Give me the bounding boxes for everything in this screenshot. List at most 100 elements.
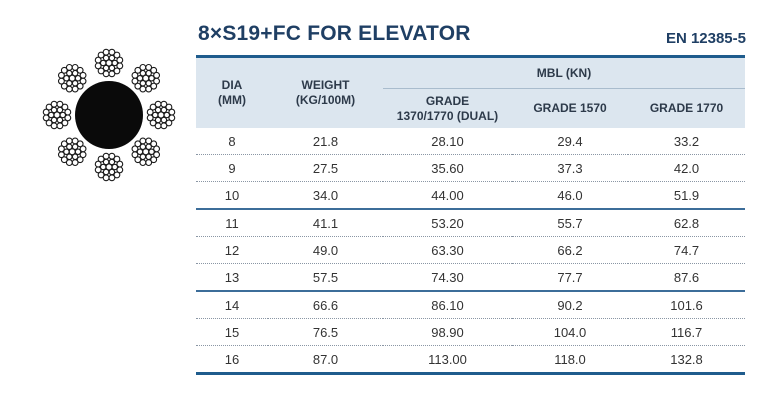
cell-weight: 34.0 (268, 181, 383, 210)
strand (131, 63, 161, 93)
rope-strands (42, 48, 176, 182)
wire (65, 63, 73, 71)
wire (45, 103, 53, 111)
wire (134, 140, 142, 148)
wire (102, 48, 110, 56)
wire (65, 85, 73, 93)
wire (116, 160, 124, 168)
spec-table: DIA (MM) WEIGHT (KG/100M) MBL (KN) GRADE… (196, 58, 746, 375)
wire (61, 103, 69, 111)
col-header-weight: WEIGHT (KG/100M) (268, 58, 383, 128)
wire (102, 174, 110, 182)
wire (97, 51, 105, 59)
wire (150, 156, 158, 164)
cell-grade-1570: 104.0 (512, 318, 628, 346)
wire (153, 145, 161, 153)
wire (56, 122, 64, 130)
wire (145, 137, 153, 145)
wire (136, 148, 144, 156)
wire (154, 100, 162, 108)
standard-label: EN 12385-5 (665, 30, 746, 47)
wire (145, 85, 153, 93)
table-row: 11 41.1 53.20 55.7 62.8 (196, 209, 746, 237)
cell-grade-1570: 66.2 (512, 236, 628, 264)
wire (45, 119, 53, 127)
cell-grade-1570: 90.2 (512, 291, 628, 319)
cell-grade-1770: 74.7 (628, 236, 746, 264)
wire (63, 148, 70, 156)
wire (99, 163, 107, 171)
cell-grade-1770: 101.6 (628, 291, 746, 319)
cell-grade-1770: 116.7 (628, 318, 746, 346)
table-row: 12 49.0 63.30 66.2 74.7 (196, 236, 746, 264)
col-header-grade-dual: GRADE 1370/1770 (DUAL) (383, 88, 512, 128)
wire (148, 74, 155, 82)
wire (139, 63, 147, 71)
cell-dia: 16 (196, 345, 268, 375)
col-header-grade-1570: GRADE 1570 (512, 88, 628, 128)
wire (94, 62, 102, 70)
wire (154, 122, 162, 130)
table-top-rule (196, 55, 745, 58)
wire (150, 82, 158, 90)
wire (131, 151, 139, 159)
cell-grade-1570: 29.4 (512, 128, 628, 155)
wire (97, 155, 105, 163)
table-row: 10 34.0 44.00 46.0 51.9 (196, 181, 746, 210)
cell-weight: 76.5 (268, 318, 383, 346)
wire (76, 140, 84, 148)
cell-weight: 49.0 (268, 236, 383, 264)
wire (149, 119, 157, 127)
wire (116, 56, 124, 64)
cell-grade-1570: 118.0 (512, 345, 628, 375)
wire (59, 111, 67, 119)
wire (74, 74, 82, 82)
strand (57, 137, 87, 167)
wire (94, 56, 102, 64)
table-row: 15 76.5 98.90 104.0 116.7 (196, 318, 746, 346)
wire (60, 156, 68, 164)
cell-grade-dual: 86.10 (383, 291, 512, 319)
cell-dia: 13 (196, 263, 268, 292)
wire (151, 111, 159, 119)
wire (74, 148, 82, 156)
cell-weight: 21.8 (268, 128, 383, 155)
wire (134, 156, 142, 164)
cell-grade-1770: 132.8 (628, 345, 746, 375)
cell-grade-dual: 53.20 (383, 209, 512, 237)
wire-rope-cross-section-icon (42, 48, 176, 182)
wire (134, 82, 142, 90)
wire (102, 70, 110, 78)
wire (64, 108, 72, 116)
wire (113, 155, 121, 163)
wire (47, 111, 55, 119)
wire (42, 114, 50, 122)
wire (56, 100, 64, 108)
page-title: 8×S19+FC FOR ELEVATOR (198, 22, 471, 45)
wire (111, 59, 119, 67)
wire (65, 137, 73, 145)
wire (57, 77, 65, 85)
strand (42, 100, 72, 130)
cell-dia: 10 (196, 181, 268, 210)
wire (99, 59, 107, 67)
strand (57, 63, 87, 93)
wire (94, 166, 102, 174)
cell-grade-dual: 28.10 (383, 128, 512, 155)
cell-grade-dual: 113.00 (383, 345, 512, 375)
wire (160, 122, 168, 130)
strand (94, 48, 124, 78)
cell-grade-1570: 46.0 (512, 181, 628, 210)
table-row: 13 57.5 74.30 77.7 87.6 (196, 263, 746, 292)
wire (57, 151, 65, 159)
cell-grade-1770: 42.0 (628, 154, 746, 182)
col-header-grade-1770: GRADE 1770 (628, 88, 746, 128)
wire (131, 145, 139, 153)
wire (168, 108, 176, 116)
wire (113, 67, 121, 75)
wire (163, 111, 171, 119)
wire (131, 71, 139, 79)
cell-grade-1770: 51.9 (628, 181, 746, 210)
wire (65, 159, 73, 167)
wire (97, 67, 105, 75)
